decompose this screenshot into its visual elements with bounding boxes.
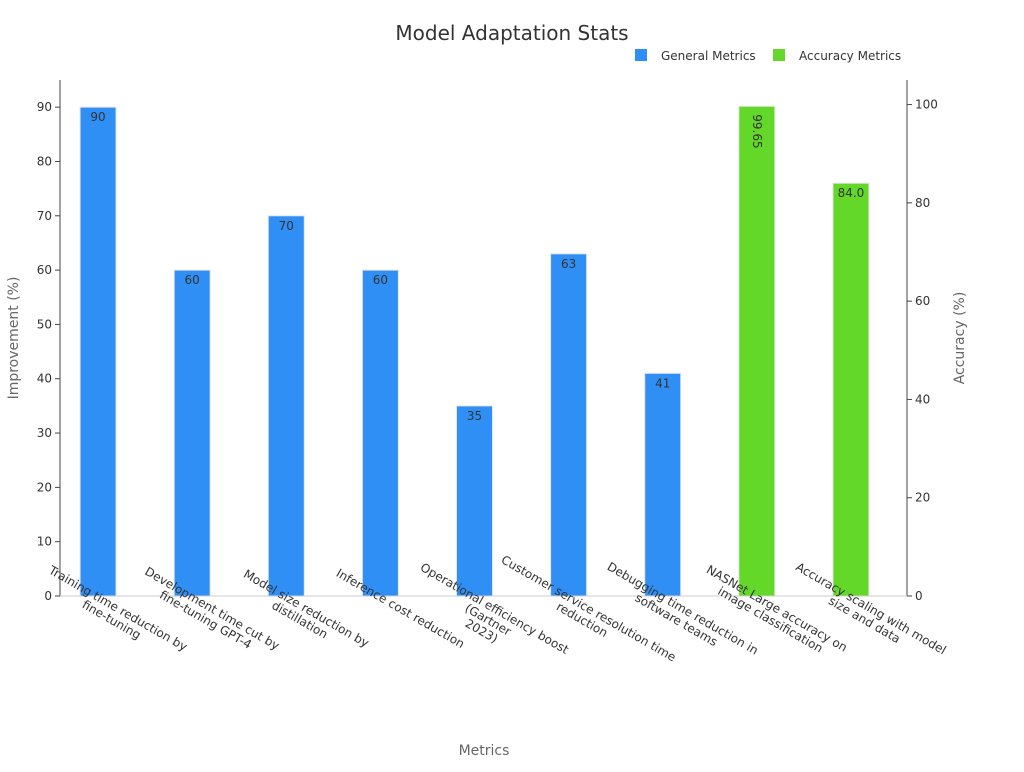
right-y-tick-label: 20 (915, 491, 930, 505)
right-y-axis-title: Accuracy (%) (952, 292, 968, 385)
x-axis-title: Metrics (459, 743, 510, 759)
data-label: 63 (561, 257, 576, 271)
data-label: 90 (90, 110, 105, 124)
bar-general-6[interactable] (644, 372, 682, 597)
data-label: 35 (467, 409, 482, 423)
left-y-tick-label: 0 (44, 589, 52, 603)
right-y-tick-label: 100 (915, 98, 938, 112)
left-y-tick-label: 10 (37, 535, 52, 549)
left-y-tick-label: 90 (37, 100, 52, 114)
bar-general-5[interactable] (550, 253, 588, 597)
right-y-ticks: 0 20 40 60 80 100 (907, 98, 938, 603)
left-y-axis-title: Improvement (%) (6, 277, 22, 400)
left-y-tick-label: 70 (37, 209, 52, 223)
legend: General Metrics Accuracy Metrics (635, 49, 901, 63)
left-y-tick-label: 80 (37, 154, 52, 168)
right-y-tick-label: 0 (915, 589, 923, 603)
legend-label: General Metrics (661, 49, 756, 63)
bars-group (79, 105, 870, 597)
bar-general-2[interactable] (267, 215, 305, 597)
bar-general-4[interactable] (456, 405, 493, 597)
chart-title: Model Adaptation Stats (395, 21, 628, 45)
legend-swatch (773, 49, 785, 61)
right-y-tick-label: 60 (915, 294, 930, 308)
data-labels-group: 90 60 70 60 35 63 41 99.65 84.0 (90, 110, 864, 423)
left-y-tick-label: 20 (37, 480, 52, 494)
legend-label: Accuracy Metrics (799, 49, 901, 63)
left-y-tick-label: 50 (37, 317, 52, 331)
left-y-tick-label: 30 (37, 426, 52, 440)
left-y-tick-label: 60 (37, 263, 52, 277)
data-label: 60 (373, 273, 388, 287)
bar-accuracy-8[interactable] (832, 182, 870, 597)
data-label: 84.0 (838, 186, 865, 200)
left-y-ticks: 0 10 20 30 40 50 60 70 80 90 (37, 100, 60, 603)
data-label: 60 (185, 273, 200, 287)
right-y-tick-label: 40 (915, 392, 930, 406)
bar-general-1[interactable] (173, 269, 211, 597)
data-label: 99.65 (750, 114, 764, 148)
bar-accuracy-7[interactable] (738, 105, 776, 597)
data-label: 41 (655, 376, 670, 390)
left-y-tick-label: 40 (37, 372, 52, 386)
bar-general-3[interactable] (361, 269, 399, 597)
legend-swatch (635, 49, 647, 61)
bar-general-0[interactable] (79, 106, 117, 597)
right-y-tick-label: 80 (915, 196, 930, 210)
data-label: 70 (279, 219, 294, 233)
